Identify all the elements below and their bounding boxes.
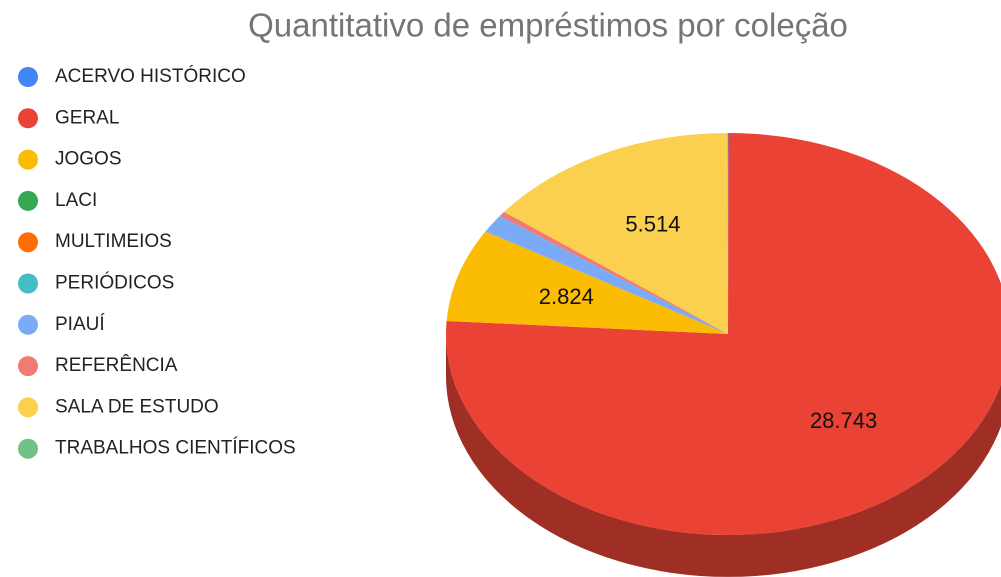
legend-label: MULTIMEIOS [55,231,172,252]
pie-slice [485,231,728,334]
legend-swatch [18,67,38,87]
legend-swatch [18,232,38,253]
legend-label: SALA DE ESTUDO [55,396,219,417]
legend-label: PIAUÍ [55,314,105,335]
data-label: 28.743 [810,408,877,433]
chart-title: Quantitativo de empréstimos por coleção [248,7,848,44]
data-label: 2.824 [539,284,594,309]
legend-swatch [18,438,38,459]
pie-slice [485,231,728,334]
legend-swatch [18,314,38,335]
pie-slice [499,211,728,334]
legend-label: JOGOS [55,149,122,170]
legend-swatch [18,190,38,211]
legend-swatch [18,397,38,418]
pie-slice [485,231,728,334]
legend-label: LACI [55,190,97,211]
legend-swatch [18,108,38,129]
pie-slice [485,215,728,334]
data-label: 5.514 [625,212,680,237]
legend-swatch [18,149,38,170]
pie-slice [446,231,728,334]
legend-label: ACERVO HISTÓRICO [55,65,246,87]
legend-label: TRABALHOS CIENTÍFICOS [55,438,296,459]
legend-swatch [18,356,38,377]
pie-slice [504,133,728,334]
legend-label: GERAL [55,107,119,128]
legend-swatch [18,273,38,294]
pie-slice-side [446,334,1001,577]
pie-slice [446,133,1001,535]
legend-label: PERIÓDICOS [55,272,174,294]
legend-label: REFERÊNCIA [55,354,178,376]
